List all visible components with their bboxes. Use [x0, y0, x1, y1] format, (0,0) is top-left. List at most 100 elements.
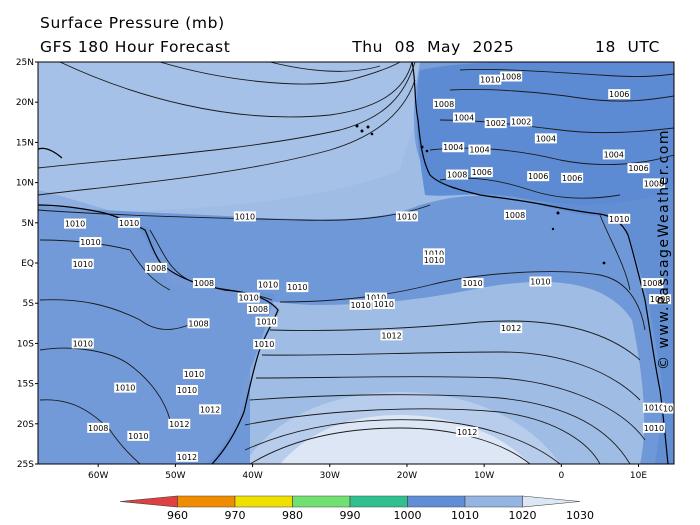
- isobar-label-bg: [649, 294, 672, 305]
- isobar-label-text: 1008: [434, 100, 454, 109]
- isobar-label-bg: [642, 422, 665, 433]
- isobar-label-bg: [114, 382, 137, 393]
- isobar-label-bg: [510, 116, 533, 127]
- isobar-label-bg: [662, 403, 674, 414]
- isobar-label-bg: [237, 292, 260, 303]
- scale-label: 960: [167, 509, 188, 522]
- isobar-label-text: 1002: [486, 119, 506, 128]
- isobar-label-bg: [432, 98, 455, 109]
- lon-label: 20W: [397, 471, 417, 481]
- isobar-label-bg: [608, 89, 631, 100]
- isobar-label-text: 1008: [501, 72, 521, 81]
- isobar-label-text: 1010: [462, 279, 482, 288]
- isobar-label-bg: [87, 422, 110, 433]
- scale-swatch: [177, 495, 236, 508]
- isobar-label-text: 1008: [505, 211, 525, 220]
- isobar-label: 1010: [461, 278, 484, 289]
- isobar-label-text: 1010: [65, 220, 85, 229]
- isobar-label-text: 1008: [642, 279, 662, 288]
- isobar-label-text: 1010: [530, 277, 550, 286]
- isobar-label-text: 1012: [169, 420, 189, 429]
- isobar-label: 1010: [253, 339, 276, 350]
- isobar-label-bg: [192, 278, 215, 289]
- isobar-label: 1010: [257, 279, 280, 290]
- isobar-label-text: 1008: [650, 295, 670, 304]
- isobar-label: 1008: [192, 278, 215, 289]
- isobar-label-text: 1010: [609, 215, 629, 224]
- isobar-label-text: 1010: [256, 318, 276, 327]
- isobar-label-text: 1008: [146, 264, 166, 273]
- isobar-label: 1012: [168, 418, 191, 429]
- isobar-label: 1006: [470, 167, 493, 178]
- isobar-label-bg: [627, 163, 650, 174]
- isobar-label-bg: [504, 209, 526, 220]
- isobar-label: 1008: [641, 278, 664, 289]
- isobar-label: 1010: [529, 276, 552, 287]
- isobar-label: 1010: [608, 213, 631, 224]
- scale-label: 990: [340, 509, 361, 522]
- isobar-label-bg: [468, 144, 491, 155]
- isobar-label-text: 1010: [480, 76, 500, 85]
- isobar-label: 1004: [602, 149, 625, 160]
- isobar-label-text: 1004: [536, 134, 556, 143]
- isobar-label-text: 1012: [200, 405, 220, 414]
- isobar-label-text: 1010: [73, 339, 93, 348]
- lat-label: 10S: [17, 339, 34, 349]
- isobar-label-bg: [257, 279, 280, 290]
- isobar-label-bg: [561, 172, 584, 183]
- isobar-label: 1002: [510, 116, 533, 127]
- isobar-label: 1010: [286, 282, 309, 293]
- pressure-color-scale: 960 970 980 990 1000 1010 1020 1030: [119, 495, 594, 522]
- map-subtitle: GFS 180 Hour Forecast: [40, 38, 231, 56]
- lat-label: EQ: [21, 259, 34, 269]
- longitude-axis: 60W 50W 40W 30W 20W 10W 0 10E: [88, 464, 647, 481]
- isobar-label-text: 1012: [501, 324, 521, 333]
- isobar-label-bg: [182, 368, 205, 379]
- isobar-label: 1010: [422, 248, 445, 259]
- lat-label: 5S: [23, 299, 35, 309]
- isobar-label-text: 1004: [443, 143, 463, 152]
- isobar-label: 1010: [479, 74, 502, 85]
- isobar-label-text: 1006: [528, 172, 548, 181]
- isobar-label-bg: [446, 169, 469, 180]
- isobar-label-bg: [64, 218, 87, 229]
- lon-label: 40W: [242, 471, 262, 481]
- isobar-label-text: 1010: [424, 256, 444, 265]
- isobar-label-text: 1006: [628, 164, 648, 173]
- isobar-label-bg: [380, 330, 403, 341]
- isobar-label-bg: [79, 237, 102, 248]
- islands: [355, 124, 606, 265]
- isobar-label-text: 1010: [177, 386, 197, 395]
- isobar-label: 1004: [468, 144, 491, 155]
- isobar-label-bg: [118, 217, 141, 228]
- isobar-label-bg: [395, 211, 418, 222]
- isobar-label-bg: [127, 430, 150, 441]
- isobar-label: 1008: [246, 303, 269, 314]
- lat-label: 15S: [17, 380, 34, 390]
- isobar-label: 1010: [127, 430, 150, 441]
- isobar-label-bg: [529, 276, 552, 287]
- isobar-label-bg: [187, 318, 210, 329]
- lon-label: 10W: [474, 471, 494, 481]
- isobar-label-bg: [253, 339, 276, 350]
- isobar-label-bg: [71, 258, 94, 269]
- isobar-label-bg: [246, 303, 269, 314]
- isobar-label: 1012: [175, 451, 198, 462]
- isobar-label-bg: [71, 338, 94, 349]
- isobar-label-bg: [145, 262, 168, 273]
- isobar-label-text: 1010: [115, 384, 135, 393]
- map-title: Surface Pressure (mb): [40, 14, 225, 32]
- lat-label: 5N: [22, 219, 34, 229]
- isobar-label: 1010: [71, 258, 94, 269]
- isobar-label-bg: [642, 402, 665, 413]
- isobar-label: 1006: [627, 163, 650, 174]
- isobar-label: 1006: [561, 172, 584, 183]
- isobar-label-bg: [500, 71, 523, 82]
- isobar-label-bg: [175, 451, 198, 462]
- isobar-label-text: 1002: [511, 117, 531, 126]
- isobar-label: 1010: [237, 292, 260, 303]
- isobar-label: 1010: [365, 292, 388, 303]
- isobar-label-text: 1006: [472, 168, 492, 177]
- isobar-label: 1010: [255, 316, 278, 327]
